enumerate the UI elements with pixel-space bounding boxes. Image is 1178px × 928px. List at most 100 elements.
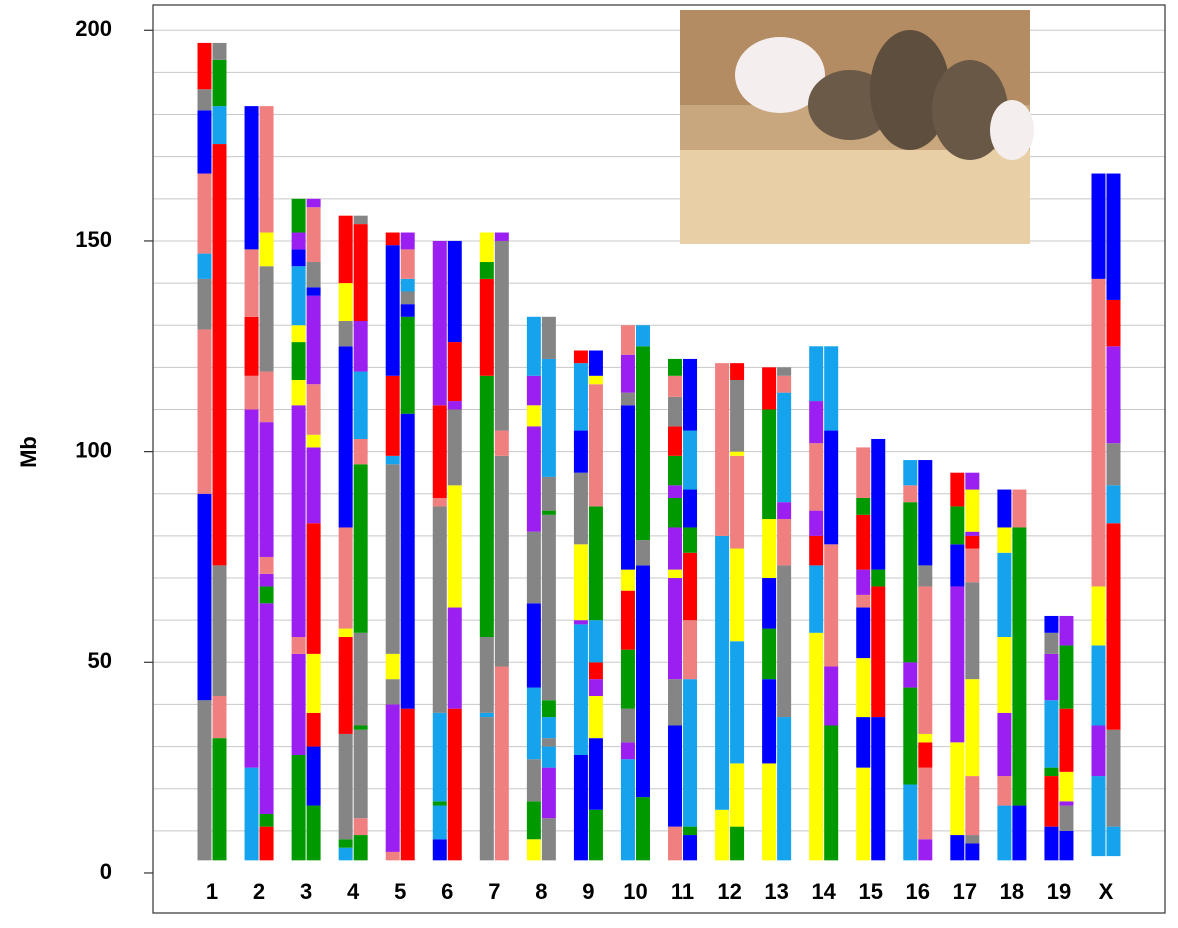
- haplotype-segment: [574, 431, 588, 473]
- haplotype-segment: [433, 806, 447, 840]
- haplotype-segment: [292, 654, 306, 755]
- haplotype-segment: [1092, 726, 1106, 777]
- haplotype-segment: [260, 586, 274, 603]
- haplotype-segment: [1107, 523, 1121, 729]
- haplotype-segment: [871, 717, 885, 860]
- haplotype-segment: [730, 641, 744, 763]
- haplotype-segment: [965, 549, 979, 583]
- haplotype-segment: [433, 713, 447, 801]
- haplotype-segment: [260, 233, 274, 267]
- haplotype-segment: [542, 738, 556, 746]
- haplotype-segment: [574, 473, 588, 545]
- haplotype-segment: [965, 532, 979, 536]
- haplotype-segment: [448, 241, 462, 342]
- haplotype-segment: [1044, 827, 1058, 861]
- haplotype-segment: [965, 473, 979, 490]
- haplotype-segment: [856, 570, 870, 595]
- y-tick-label: 50: [88, 648, 112, 673]
- haplotype-segment: [527, 603, 541, 687]
- haplotype-segment: [339, 734, 353, 839]
- haplotype-segment: [777, 502, 791, 519]
- haplotype-segment: [260, 422, 274, 557]
- haplotype-segment: [542, 511, 556, 515]
- haplotype-segment: [386, 704, 400, 851]
- haplotype-segment: [339, 216, 353, 283]
- haplotype-segment: [307, 207, 321, 262]
- x-tick-label: 18: [1000, 879, 1024, 904]
- haplotype-segment: [339, 637, 353, 734]
- haplotype-segment: [730, 363, 744, 380]
- chart: Mb 0501001502001234567891011121314151617…: [0, 0, 1178, 923]
- haplotype-segment: [918, 734, 932, 742]
- x-tick-label: 12: [717, 879, 741, 904]
- haplotype-segment: [448, 485, 462, 607]
- haplotype-segment: [401, 304, 415, 317]
- haplotype-segment: [777, 565, 791, 717]
- y-tick-label: 150: [75, 227, 112, 252]
- haplotype-segment: [856, 658, 870, 717]
- haplotype-segment: [401, 249, 415, 278]
- haplotype-segment: [433, 839, 447, 860]
- haplotype-segment: [668, 578, 682, 679]
- haplotype-segment: [354, 633, 368, 726]
- haplotype-segment: [354, 835, 368, 860]
- haplotype-segment: [198, 174, 212, 254]
- haplotype-segment: [965, 679, 979, 776]
- haplotype-segment: [1107, 174, 1121, 300]
- haplotype-segment: [574, 620, 588, 624]
- haplotype-segment: [950, 544, 964, 586]
- haplotype-segment: [1107, 730, 1121, 827]
- haplotype-segment: [292, 342, 306, 380]
- haplotype-segment: [730, 763, 744, 826]
- haplotype-segment: [1059, 806, 1073, 831]
- haplotype-segment: [292, 405, 306, 637]
- haplotype-segment: [574, 624, 588, 755]
- haplotype-segment: [903, 784, 917, 860]
- haplotype-segment: [668, 456, 682, 485]
- haplotype-segment: [339, 321, 353, 346]
- haplotype-segment: [386, 376, 400, 456]
- haplotype-segment: [965, 843, 979, 860]
- haplotype-segment: [683, 359, 697, 431]
- haplotype-segment: [809, 633, 823, 861]
- haplotype-segment: [386, 464, 400, 654]
- haplotype-segment: [683, 835, 697, 860]
- haplotype-segment: [480, 233, 494, 262]
- haplotype-segment: [198, 279, 212, 330]
- haplotype-segment: [824, 667, 838, 726]
- haplotype-segment: [401, 233, 415, 250]
- x-tick-label: X: [1099, 879, 1114, 904]
- haplotype-segment: [495, 667, 509, 861]
- haplotype-segment: [260, 814, 274, 827]
- haplotype-segment: [260, 266, 274, 371]
- haplotype-segment: [777, 393, 791, 503]
- haplotype-segment: [213, 565, 227, 696]
- haplotype-segment: [1107, 300, 1121, 346]
- haplotype-segment: [668, 426, 682, 455]
- haplotype-segment: [527, 839, 541, 860]
- haplotype-segment: [903, 502, 917, 662]
- haplotype-segment: [495, 233, 509, 241]
- haplotype-segment: [668, 359, 682, 376]
- y-tick-label: 200: [75, 16, 112, 41]
- haplotype-segment: [198, 494, 212, 700]
- haplotype-segment: [527, 317, 541, 376]
- x-tick-label: 6: [441, 879, 453, 904]
- x-tick-label: 14: [811, 879, 836, 904]
- haplotype-segment: [307, 435, 321, 448]
- haplotype-segment: [809, 511, 823, 536]
- haplotype-segment: [1012, 490, 1026, 528]
- haplotype-segment: [965, 490, 979, 532]
- x-tick-label: 3: [300, 879, 312, 904]
- haplotype-segment: [683, 527, 697, 552]
- haplotype-segment: [762, 367, 776, 409]
- haplotype-segment: [589, 662, 603, 679]
- x-tick-label: 5: [394, 879, 406, 904]
- x-tick-label: 2: [253, 879, 265, 904]
- x-tick-label: 15: [858, 879, 882, 904]
- haplotype-segment: [386, 233, 400, 246]
- haplotype-segment: [762, 763, 776, 860]
- haplotype-segment: [636, 325, 650, 346]
- haplotype-segment: [213, 144, 227, 565]
- haplotype-segment: [542, 359, 556, 477]
